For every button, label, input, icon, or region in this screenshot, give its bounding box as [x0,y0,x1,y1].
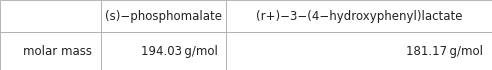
Text: molar mass: molar mass [23,45,92,58]
Bar [101,32,226,70]
Text: (s)−phosphomalate: (s)−phosphomalate [105,10,222,23]
Bar [0,0,101,32]
Bar [101,0,226,32]
Text: 194.03 g/mol: 194.03 g/mol [141,45,217,58]
Bar [0,32,101,70]
Text: 181.17 g/mol: 181.17 g/mol [406,45,483,58]
Text: (r+)−3−(4−hydroxyphenyl)lactate: (r+)−3−(4−hydroxyphenyl)lactate [256,10,462,23]
Bar [226,0,492,32]
Bar [226,32,492,70]
